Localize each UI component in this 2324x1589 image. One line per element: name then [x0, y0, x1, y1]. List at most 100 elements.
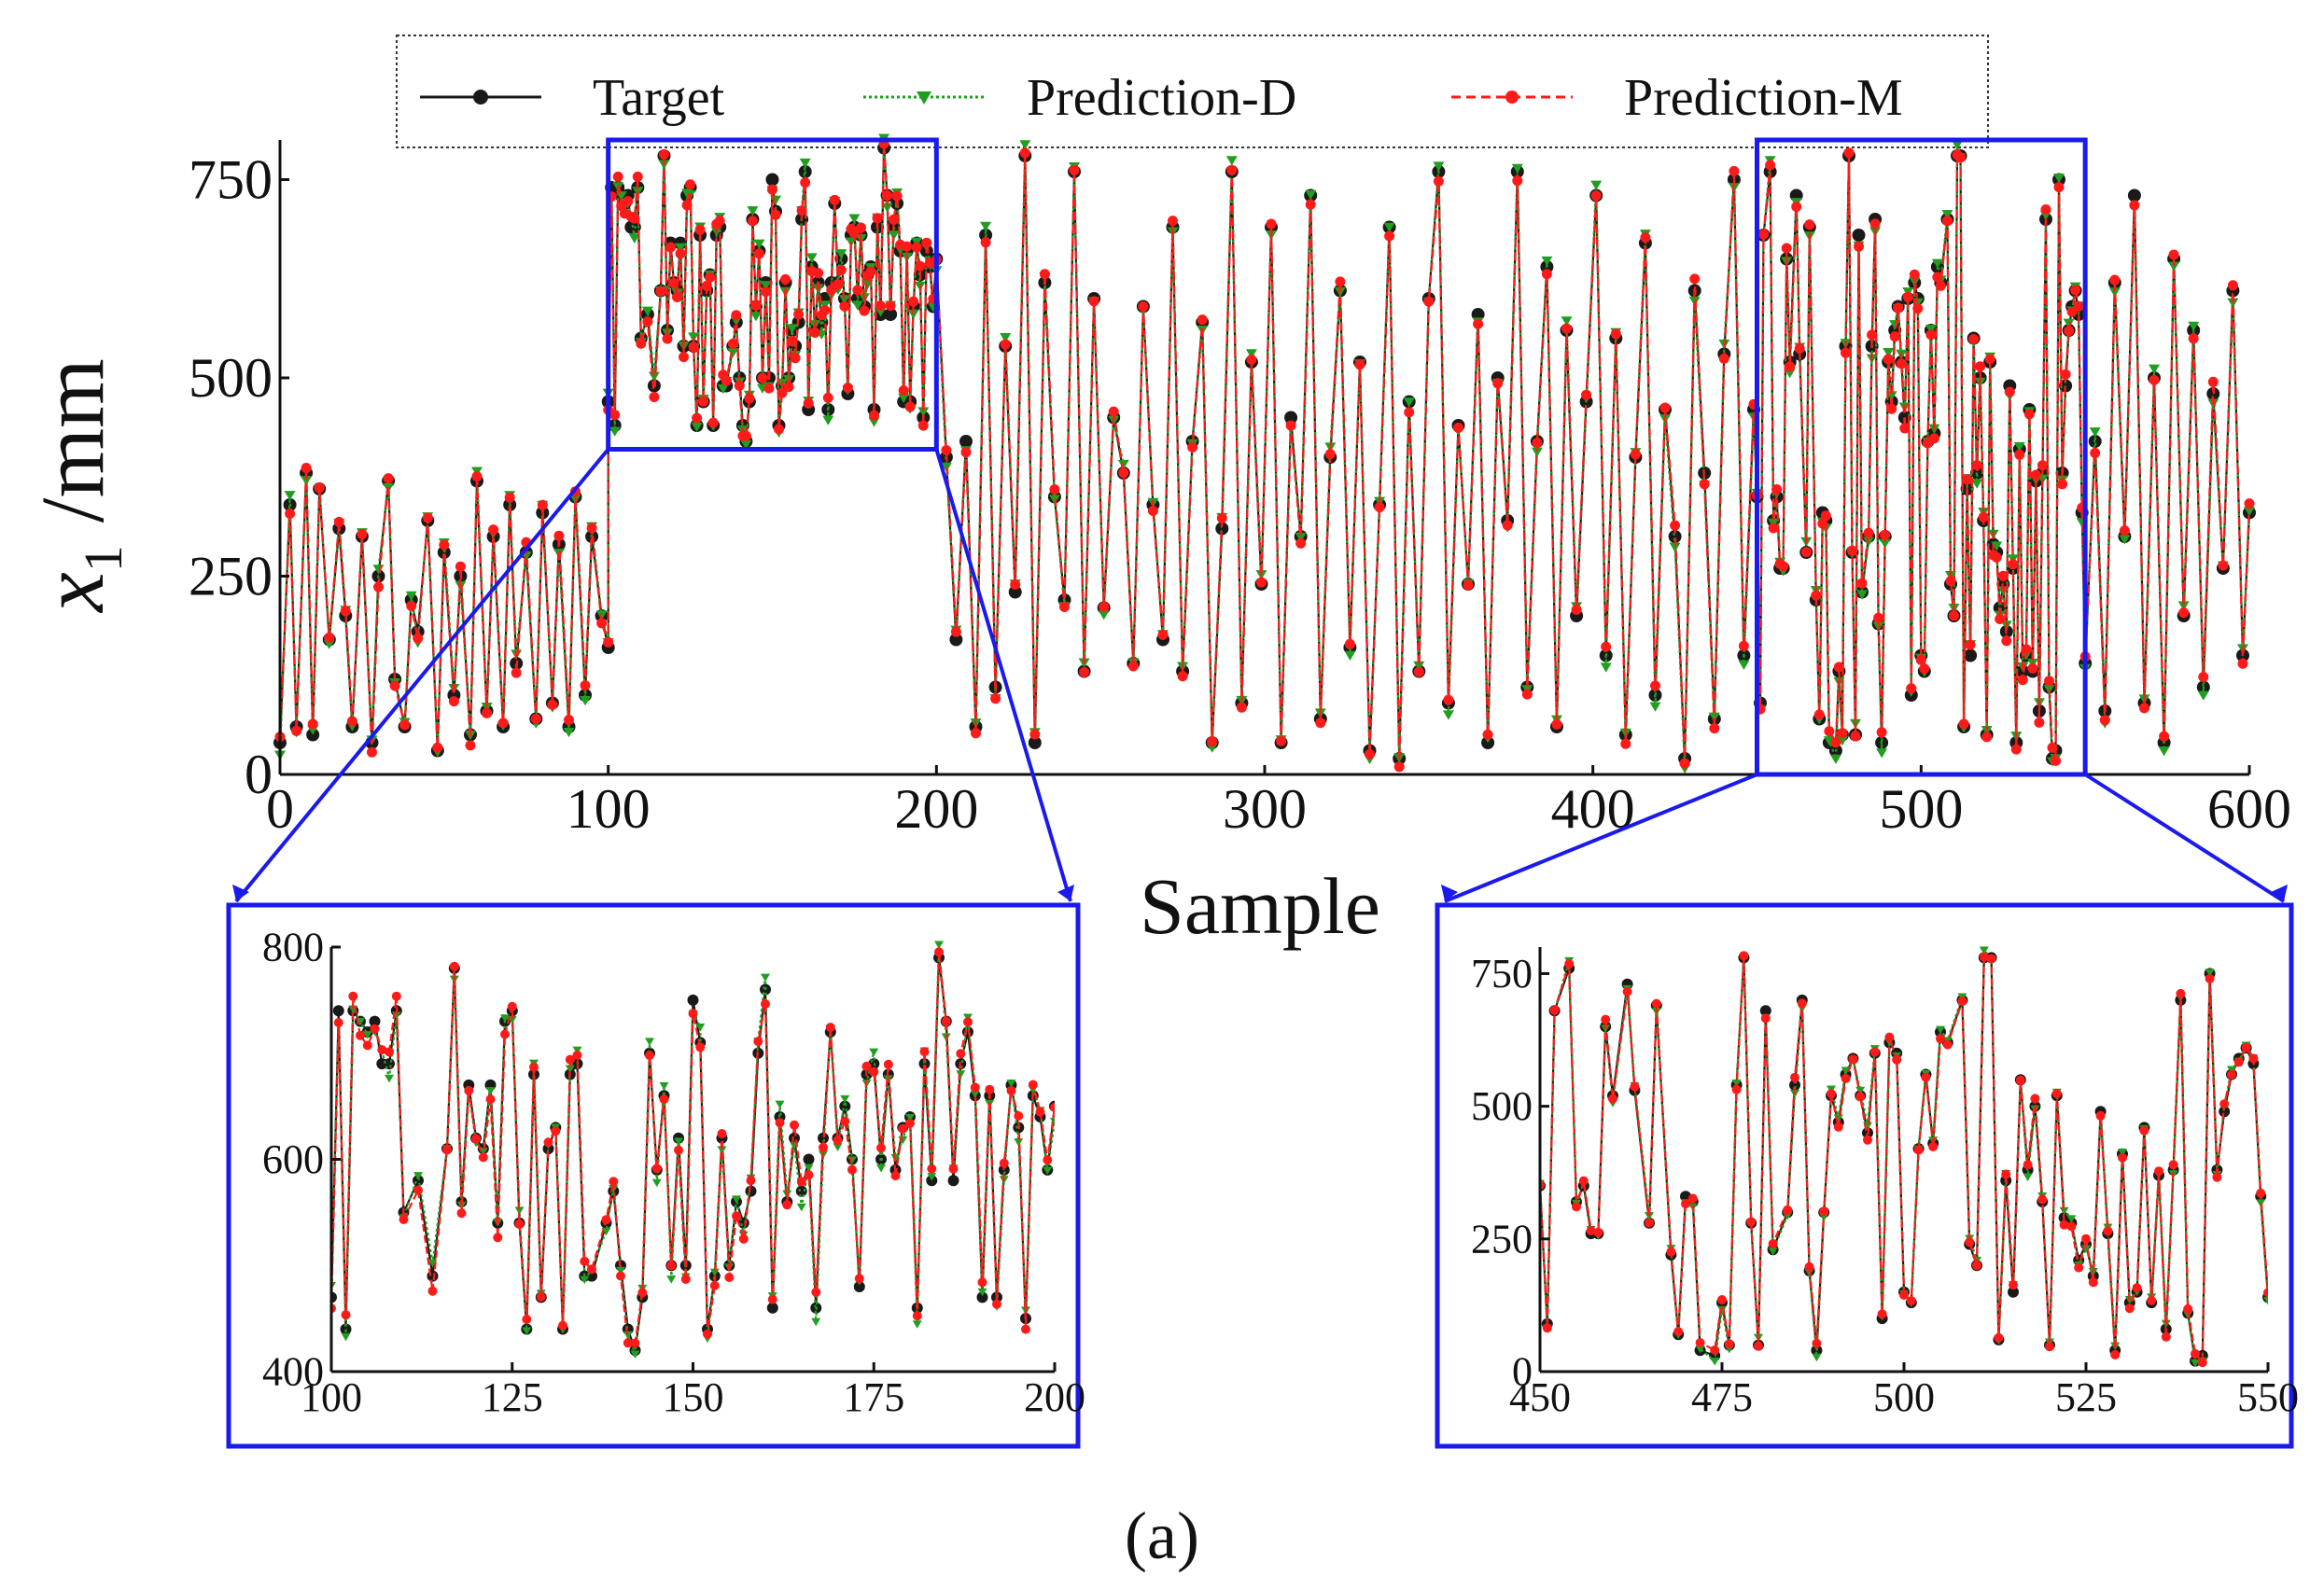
main-pred-d-point — [1863, 537, 1875, 547]
inset-left-pred-m-point — [536, 1292, 546, 1302]
inset-left-pred-d-point — [362, 1031, 372, 1039]
main-pred-d-point — [1344, 650, 1356, 661]
zoom-connector-left-2 — [1444, 773, 1758, 903]
main-pred-m-point — [869, 410, 879, 421]
inset-left-pred-d-point — [674, 1137, 683, 1146]
main-pred-m-point — [891, 190, 903, 202]
main-pred-m-point — [1991, 551, 2002, 563]
main-pred-m-point — [1833, 662, 1844, 673]
inset-left-pred-m-point — [471, 1134, 481, 1144]
main-pred-d-point — [691, 422, 703, 433]
main-pred-m-point — [1824, 726, 1835, 737]
legend-label-pred-m: Prediction-M — [1624, 69, 1903, 127]
inset-left-pred-m-point — [370, 1024, 380, 1034]
main-pred-d-point — [1688, 296, 1701, 307]
inset-right-pred-m-point — [1965, 1237, 1975, 1248]
legend-box — [396, 35, 1989, 148]
main-target-point — [1852, 229, 1866, 242]
main-pred-m-point — [324, 632, 335, 643]
main-x-tick-label: 0 — [266, 778, 294, 840]
inset-right-pred-m-point — [1608, 1094, 1617, 1104]
inset-right-pred-m-point — [1899, 1290, 1909, 1300]
main-pred-m-point — [2008, 559, 2019, 570]
main-target-point — [1028, 736, 1042, 749]
zoom-arrowhead — [232, 885, 249, 901]
main-pred-m-point — [1955, 152, 1966, 163]
main-pred-m-point — [2119, 525, 2130, 537]
main-pred-m-point — [770, 209, 781, 220]
main-pred-d-point — [2244, 506, 2255, 517]
main-pred-m-point — [1699, 479, 1710, 490]
main-pred-m-point — [672, 292, 682, 302]
main-pred-m-point — [753, 248, 764, 259]
main-pred-d-point — [838, 295, 850, 305]
inset-left-pred-m-point — [674, 1145, 683, 1155]
inset-right-pred-m-point — [2233, 1057, 2244, 1067]
main-pred-m-point — [800, 177, 811, 188]
main-pred-m-point — [2030, 469, 2041, 481]
inset-left-pred-m-point — [753, 1037, 763, 1047]
inset-left-pred-m-point — [934, 947, 944, 957]
inset-right-pred-m-point — [2183, 1303, 2193, 1314]
inset-left-pred-m-point — [522, 1315, 532, 1324]
main-pred-d-point — [980, 221, 992, 231]
inset-left-pred-m-point — [1021, 1324, 1030, 1334]
main-pred-d-point — [563, 727, 575, 738]
main-pred-m-point — [1315, 718, 1326, 729]
main-pred-m-point — [875, 300, 886, 312]
inset-right-pred-m-point — [1542, 1323, 1552, 1333]
main-pred-m-point — [1532, 438, 1543, 449]
inset-left-pred-m-point — [609, 1177, 619, 1187]
inset-left-pred-m-point — [572, 1050, 582, 1060]
main-pred-d-point — [1856, 590, 1869, 600]
inset-left-pred-m-point — [543, 1137, 553, 1148]
inset-left-pred-m-point — [927, 1164, 937, 1174]
main-pred-m-point — [471, 471, 483, 482]
main-pred-m-point — [1909, 269, 1920, 280]
main-pred-m-point — [714, 216, 725, 227]
main-pred-m-point — [1738, 640, 1749, 651]
main-pred-m-point — [1689, 273, 1701, 285]
inset-left-target-point — [818, 1132, 829, 1144]
main-pred-m-point — [2060, 369, 2071, 380]
inset-left-pred-m-point — [977, 1277, 987, 1288]
main-pred-m-point — [980, 237, 991, 248]
main-target-point — [765, 173, 779, 187]
main-pred-m-point — [488, 524, 499, 536]
main-pred-m-point — [1157, 629, 1169, 640]
main-pred-m-point — [747, 216, 758, 227]
inset-left-pred-m-point — [746, 1176, 756, 1186]
main-pred-m-point — [1718, 353, 1729, 364]
main-pred-m-point — [1984, 354, 1995, 365]
main-pred-d-point — [898, 393, 910, 403]
main-pred-m-point — [1108, 406, 1119, 417]
main-pred-d-point — [1941, 209, 1953, 220]
main-pred-m-point — [1344, 638, 1355, 649]
main-pred-m-point — [750, 300, 762, 311]
main-pred-d-point — [284, 491, 296, 501]
inset-right-pred-m-point — [1768, 1239, 1778, 1248]
main-pred-d-point — [1931, 258, 1943, 269]
inset-right-y-tick-label: 0 — [1512, 1349, 1533, 1395]
main-pred-m-point — [1256, 577, 1267, 588]
main-pred-d-point — [628, 233, 640, 244]
inset-left-pred-d-point — [732, 1195, 741, 1204]
inset-right-pred-m-point — [2081, 1234, 2091, 1244]
main-pred-m-point — [787, 335, 798, 346]
inset-right-pred-m-line — [1540, 955, 2268, 1366]
inset-left-pred-m-point — [811, 1287, 821, 1297]
main-pred-m-point — [679, 352, 689, 363]
main-target-point — [1668, 530, 1682, 543]
main-pred-m-point — [1187, 441, 1198, 453]
main-pred-m-point — [511, 667, 522, 678]
inset-left-pred-d-point — [485, 1087, 496, 1095]
inset-right-pred-m-point — [2191, 1348, 2200, 1359]
main-pred-m-point — [1883, 354, 1894, 365]
inset-left-pred-m-point — [637, 1288, 648, 1298]
main-pred-m-point — [1590, 190, 1602, 202]
main-pred-m-point — [1729, 165, 1740, 176]
y-axis-label-var: x — [22, 572, 122, 614]
inset-right-pred-d-point — [2191, 1359, 2200, 1368]
main-pred-d-point — [1879, 538, 1891, 549]
inset-left-pred-d-point — [717, 1146, 727, 1154]
